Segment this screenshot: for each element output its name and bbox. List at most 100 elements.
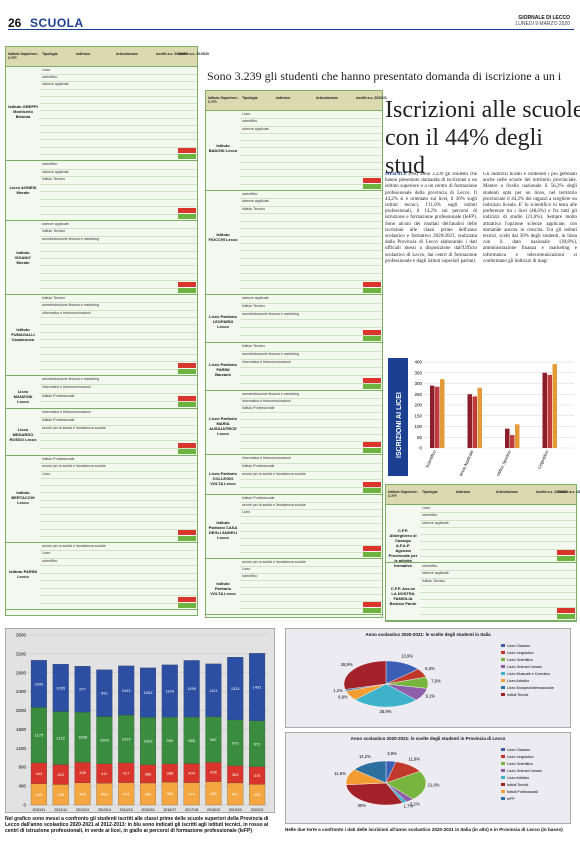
legend-swatch bbox=[501, 797, 505, 800]
issue-date: LUNEDÌ 9 MARZO 2020 bbox=[515, 21, 570, 27]
legend-swatch bbox=[501, 686, 505, 689]
dateline: MERATE bbox=[385, 172, 407, 177]
row-label: scientifico bbox=[42, 558, 58, 563]
bar bbox=[542, 372, 547, 448]
bar bbox=[510, 435, 515, 448]
percent-highlight bbox=[178, 369, 196, 374]
bar bbox=[440, 379, 445, 448]
row-divider bbox=[240, 132, 382, 134]
pie-value-label: 1,7% bbox=[404, 804, 414, 809]
bar-value-label: 1000 bbox=[34, 681, 44, 686]
pie-value-label: 6,3% bbox=[425, 666, 435, 671]
stacked-bar-segment bbox=[52, 663, 69, 712]
x-tick-label: 2019/20 bbox=[229, 808, 242, 812]
school-block: C.F.P. Ass.ne LA NOSTRA FAMIGLIA Bosisio… bbox=[386, 563, 576, 621]
row-label: scienze applicate bbox=[42, 82, 69, 87]
row-divider bbox=[40, 206, 197, 207]
row-divider bbox=[40, 265, 197, 267]
bar-value-label: 474 bbox=[123, 791, 130, 796]
legend-entry: Liceo Artistico bbox=[507, 776, 529, 780]
bar-value-label: 991 bbox=[101, 691, 108, 696]
school-name: Istituto PARINI Lecco bbox=[9, 569, 37, 580]
row-label: informatica e telecomunicazioni bbox=[42, 310, 91, 315]
table-header-cell: iscritti a.s. 2019/20 bbox=[178, 52, 209, 56]
legend-entry: Liceo Scienze Umane bbox=[507, 665, 542, 669]
school-block: C.F.P. Alberghiero di Casargo A.F.A.P. A… bbox=[386, 505, 576, 568]
pie-value-label: 21,6% bbox=[428, 783, 440, 788]
row-label: servizi per la sanità e l'assistenza soc… bbox=[242, 472, 306, 476]
bar-value-label: 436 bbox=[254, 792, 261, 797]
legend-swatch bbox=[501, 693, 505, 696]
x-tick-label: 2013/14 bbox=[98, 808, 111, 812]
row-divider bbox=[240, 176, 382, 178]
pie-slice bbox=[354, 760, 387, 784]
row-label: amministrazione finanza e marketing bbox=[42, 377, 99, 381]
legend-swatch bbox=[501, 665, 505, 668]
school-block: Liceo Paritario PARINI Barzanò Istituto T… bbox=[206, 343, 382, 391]
paper-name: GIORNALE DI LECCO bbox=[518, 15, 570, 21]
row-divider bbox=[240, 398, 382, 400]
legend-swatch bbox=[501, 790, 505, 793]
row-divider bbox=[40, 440, 197, 442]
pie-value-label: 1,2% bbox=[333, 688, 343, 693]
table-header-cell: Tipologia bbox=[422, 490, 438, 494]
school-block: Liceo MANZONI Lecco amministrazione finan… bbox=[6, 376, 197, 409]
row-divider bbox=[420, 599, 576, 601]
row-label: servizi per la sanità e l'assistenza soc… bbox=[42, 464, 106, 469]
row-label: Istituto Professionale bbox=[242, 496, 275, 500]
row-label: Liceo bbox=[242, 567, 251, 571]
row-divider bbox=[40, 324, 197, 326]
table-header: Istituto Superiore - C.F.P. Tipologia Indi… bbox=[6, 47, 209, 67]
row-label: Liceo bbox=[42, 551, 51, 556]
licei-bar-chart: ISCRIZIONI AI LICEI 400 350 300 250 200 150 100… bbox=[388, 358, 580, 500]
x-tick-label: 2014/15 bbox=[120, 808, 133, 812]
row-divider bbox=[40, 183, 197, 185]
school-block: Istituto GREPPI Monticello Brianza Liceo s… bbox=[6, 67, 197, 161]
bar-value-label: 438 bbox=[79, 770, 86, 775]
row-divider bbox=[240, 147, 382, 149]
stacked-bar-segment bbox=[96, 669, 113, 717]
row-divider bbox=[40, 432, 197, 434]
row-divider bbox=[40, 191, 197, 192]
row-divider bbox=[40, 153, 197, 155]
pie-value-label: 30% bbox=[358, 803, 367, 808]
table-header-cell: Istituto Superiore - C.F.P. bbox=[388, 490, 420, 498]
x-tick-label: 2020/21 bbox=[251, 808, 264, 812]
x-tick-label: 2012/13 bbox=[76, 808, 89, 812]
row-label: scienze applicate bbox=[242, 296, 269, 300]
row-divider bbox=[40, 521, 197, 523]
row-divider bbox=[240, 405, 382, 407]
percent-highlight bbox=[363, 608, 381, 613]
percent-highlight bbox=[178, 449, 196, 454]
row-divider bbox=[40, 528, 197, 530]
row-label: amministrazione finanza e marketing bbox=[242, 392, 299, 396]
row-divider bbox=[420, 584, 576, 586]
y-tick-label: 1200 bbox=[16, 746, 27, 751]
row-divider bbox=[240, 502, 382, 504]
row-divider bbox=[240, 118, 382, 120]
pie-chart-lecco: Anno scolastico 2020-2021: le scelte deg… bbox=[285, 732, 571, 824]
bar-value-label: 972 bbox=[254, 741, 261, 746]
row-label: scientifico bbox=[242, 574, 258, 578]
bar-value-label: 388 bbox=[166, 771, 173, 776]
row-divider bbox=[420, 512, 576, 514]
table-header-cell: Indirizzo bbox=[76, 52, 91, 56]
school-block: Istituto PARINI Lecco servizi per la sani… bbox=[6, 543, 197, 610]
pie-value-label: 7,9% bbox=[431, 678, 441, 683]
bar-value-label: 474 bbox=[188, 791, 195, 796]
row-divider bbox=[240, 213, 382, 215]
school-block: Istituto VIGANO' Merate scienze applicate… bbox=[6, 221, 197, 295]
percent-highlight bbox=[178, 154, 196, 159]
percent-highlight bbox=[178, 402, 196, 407]
row-divider bbox=[40, 117, 197, 119]
bar-value-label: 468 bbox=[79, 791, 86, 796]
x-tick-label: 2010/11 bbox=[33, 808, 46, 812]
row-divider bbox=[40, 331, 197, 333]
row-divider bbox=[40, 572, 197, 574]
row-divider bbox=[40, 81, 197, 83]
row-divider bbox=[40, 198, 197, 200]
y-tick-label: 50 bbox=[417, 435, 423, 440]
row-divider bbox=[240, 272, 382, 274]
total-highlight bbox=[178, 597, 196, 602]
legend-swatch bbox=[501, 672, 505, 675]
